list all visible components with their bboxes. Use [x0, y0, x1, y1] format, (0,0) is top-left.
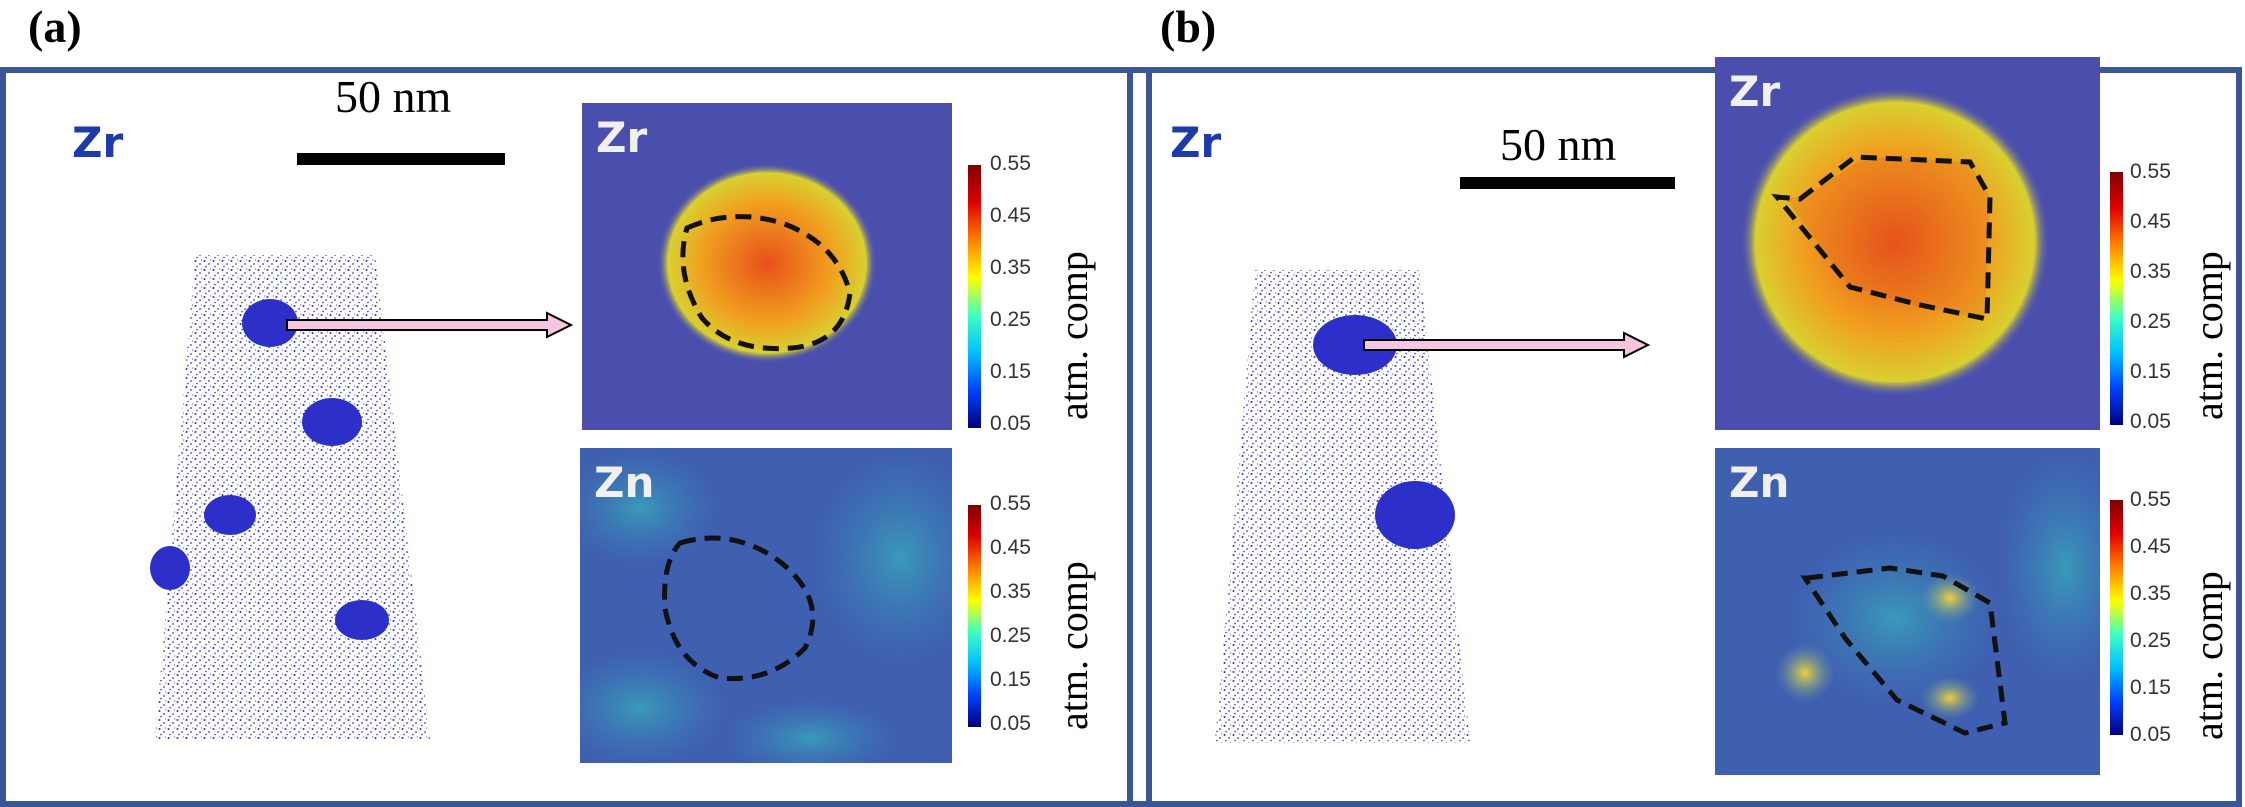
scale-bar-label: 50 nm — [335, 71, 452, 122]
colorbar-tick: 0.05 — [990, 412, 1031, 435]
scale-bar — [297, 153, 505, 165]
colorbar — [2110, 172, 2123, 425]
colorbar-tick: 0.45 — [2130, 535, 2171, 558]
colorbar-tick: 0.35 — [990, 256, 1031, 279]
panel-label-a: (a) — [28, 1, 82, 52]
scale-bar — [1460, 177, 1675, 189]
element-label-zr: Zr — [72, 118, 124, 167]
zr-precipitate — [242, 299, 298, 347]
zr-precipitate — [1313, 315, 1397, 375]
atom-probe-reconstruction — [1215, 270, 1470, 743]
map-label: Zn — [1729, 458, 1790, 507]
colorbar-tick: 0.55 — [2130, 488, 2171, 511]
colorbar-tick: 0.45 — [990, 536, 1031, 559]
zr-precipitate — [335, 600, 389, 640]
zn-composition-map: Zn — [580, 448, 952, 763]
colorbar-tick: 0.25 — [990, 308, 1031, 331]
zn-composition-map: Zn — [1715, 448, 2100, 775]
colorbar-label: atm. comp — [2186, 571, 2231, 740]
panel-b — [1127, 67, 2242, 807]
panel-a — [0, 67, 1152, 807]
colorbar-tick: 0.25 — [990, 624, 1031, 647]
colorbar-tick: 0.05 — [2130, 723, 2171, 746]
arrow — [286, 311, 574, 339]
scale-bar-label: 50 nm — [1500, 119, 1617, 170]
zr-precipitate — [150, 546, 190, 590]
colorbar-tick: 0.25 — [2130, 629, 2171, 652]
zr-precipitate — [302, 398, 362, 446]
colorbar-tick: 0.55 — [990, 492, 1031, 515]
colorbar — [968, 505, 981, 727]
colorbar-tick: 0.35 — [2130, 582, 2171, 605]
map-label: Zr — [596, 113, 648, 162]
map-label: Zn — [594, 458, 655, 507]
colorbar-tick: 0.05 — [2130, 410, 2171, 433]
colorbar-tick: 0.15 — [2130, 676, 2171, 699]
colorbar-tick: 0.55 — [2130, 160, 2171, 183]
map-label: Zr — [1729, 67, 1781, 116]
colorbar — [2110, 500, 2123, 735]
colorbar-tick: 0.55 — [990, 152, 1031, 175]
colorbar-tick: 0.45 — [990, 204, 1031, 227]
colorbar-tick: 0.15 — [990, 360, 1031, 383]
colorbar-label: atm. comp — [2186, 251, 2231, 420]
zr-precipitate — [1375, 481, 1455, 549]
colorbar-tick: 0.35 — [2130, 260, 2171, 283]
colorbar-label: atm. comp — [1051, 251, 1096, 420]
colorbar-tick: 0.45 — [2130, 210, 2171, 233]
zr-composition-map: Zr — [582, 103, 952, 430]
colorbar-tick: 0.35 — [990, 580, 1031, 603]
colorbar-label: atm. comp — [1051, 561, 1096, 730]
colorbar-tick: 0.05 — [990, 712, 1031, 735]
colorbar-tick: 0.15 — [990, 668, 1031, 691]
zr-composition-map: Zr — [1715, 57, 2100, 430]
zr-precipitate — [204, 495, 256, 535]
element-label-zr: Zr — [1170, 118, 1222, 167]
colorbar-tick: 0.15 — [2130, 360, 2171, 383]
colorbar — [968, 165, 981, 428]
atom-probe-reconstruction — [150, 255, 430, 740]
colorbar-tick: 0.25 — [2130, 310, 2171, 333]
arrow — [1363, 331, 1651, 359]
panel-label-b: (b) — [1160, 1, 1217, 52]
